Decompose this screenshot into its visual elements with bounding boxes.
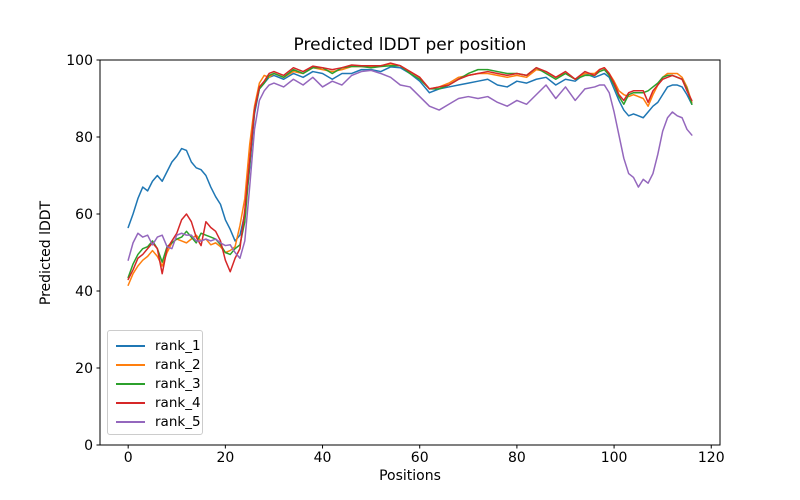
series-line-rank_2 (127, 63, 693, 286)
legend-line-sample (116, 402, 145, 405)
legend-line-sample (116, 344, 145, 347)
axes-spines (99, 59, 721, 446)
legend-label: rank_1 (155, 337, 201, 354)
x-tick-label: 100 (601, 450, 628, 466)
series-line-rank_5 (127, 69, 693, 261)
y-tick-label: 40 (75, 284, 93, 300)
x-axis-label: Positions (379, 468, 441, 484)
y-tick-label: 80 (75, 130, 93, 146)
y-tick-label: 20 (75, 361, 93, 377)
y-tick-label: 0 (84, 438, 93, 454)
chart-title: Predicted lDDT per position (293, 35, 527, 55)
legend-line-sample (116, 382, 145, 385)
legend-label: rank_5 (155, 414, 201, 431)
legend-label: rank_4 (155, 395, 201, 412)
legend-entry-rank_1: rank_1 (116, 336, 201, 355)
legend-line-sample (116, 421, 145, 424)
legend-entry-rank_5: rank_5 (116, 413, 201, 432)
x-tick-label: 60 (411, 450, 429, 466)
y-tick-label: 100 (66, 53, 93, 69)
series-line-rank_4 (127, 62, 693, 281)
x-tick-label: 20 (216, 450, 234, 466)
y-tick-label: 60 (75, 207, 93, 223)
legend-entry-rank_4: rank_4 (116, 394, 201, 413)
x-tick-label: 120 (698, 450, 725, 466)
series-line-rank_3 (127, 65, 693, 279)
x-tick-label: 0 (124, 450, 133, 466)
x-tick-label: 40 (314, 450, 332, 466)
series-line-rank_1 (127, 66, 693, 242)
x-tick-label: 80 (508, 450, 526, 466)
legend-entry-rank_2: rank_2 (116, 355, 201, 374)
legend-label: rank_3 (155, 375, 201, 392)
legend-line-sample (116, 363, 145, 366)
legend: rank_1 rank_2 rank_3 rank_4 rank_5 (107, 330, 203, 435)
y-axis-label: Predicted lDDT (38, 200, 54, 306)
legend-label: rank_2 (155, 356, 201, 373)
legend-entry-rank_3: rank_3 (116, 374, 201, 393)
